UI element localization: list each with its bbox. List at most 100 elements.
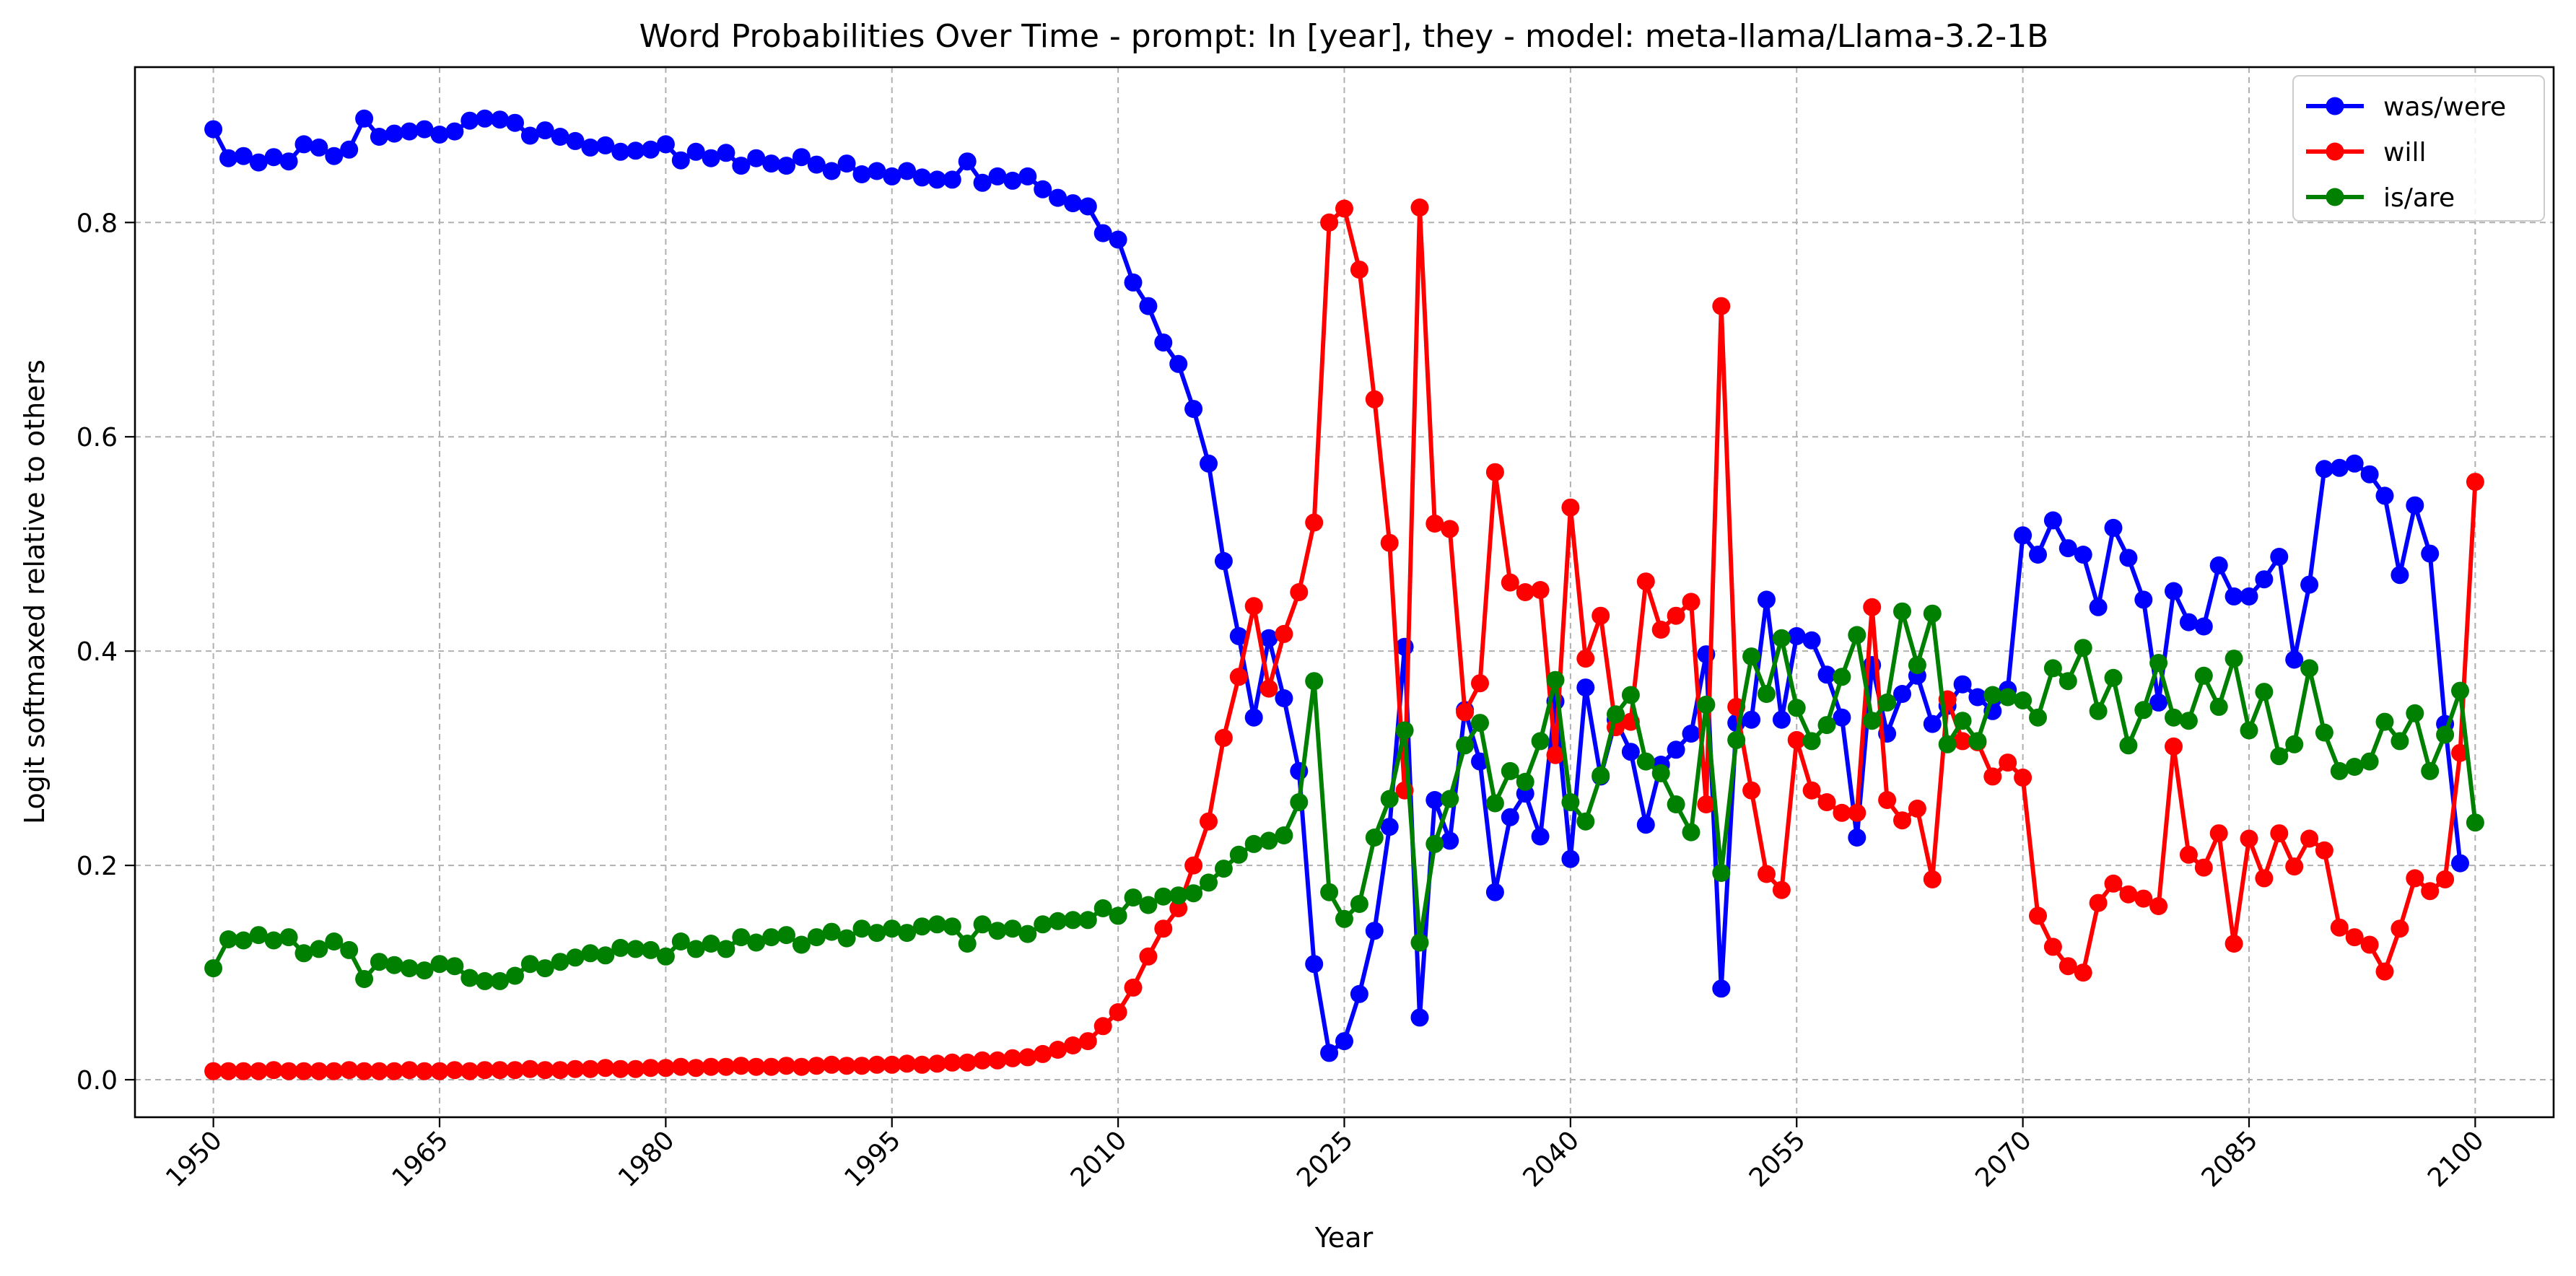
data-point <box>717 1057 735 1076</box>
data-point <box>2074 963 2092 982</box>
data-point <box>2406 704 2424 722</box>
data-point <box>415 1062 434 1080</box>
data-point <box>1893 685 1911 703</box>
data-point <box>520 955 539 974</box>
data-point <box>988 167 1007 185</box>
data-point <box>1546 670 1565 689</box>
data-point <box>1576 812 1595 831</box>
data-point <box>581 1059 600 1078</box>
data-point <box>837 154 856 173</box>
data-point <box>415 961 434 980</box>
data-point <box>1365 922 1384 940</box>
data-point <box>792 148 811 167</box>
data-point <box>1938 735 1957 753</box>
data-point <box>2406 869 2424 888</box>
data-point <box>1561 793 1580 811</box>
data-point <box>2224 587 2243 606</box>
y-tick-label: 0.8 <box>77 209 118 238</box>
data-point <box>1621 686 1640 704</box>
data-point <box>973 1051 992 1070</box>
data-point <box>325 147 344 165</box>
data-point <box>415 120 434 139</box>
data-point <box>1983 686 2002 704</box>
data-point <box>642 1059 660 1078</box>
data-point <box>1093 224 1112 242</box>
data-point <box>1154 919 1173 938</box>
data-point <box>476 109 494 128</box>
data-point <box>642 940 660 959</box>
data-point <box>1003 171 1022 190</box>
data-point <box>430 1062 449 1080</box>
data-point <box>1380 533 1399 552</box>
data-point <box>249 926 268 945</box>
data-point <box>279 928 298 947</box>
data-point <box>1833 803 1851 822</box>
data-point <box>370 953 388 971</box>
data-point <box>1425 515 1444 533</box>
data-point <box>732 928 751 947</box>
data-point <box>1953 712 1972 730</box>
y-tick-label: 0.4 <box>77 637 118 667</box>
data-point <box>1893 811 1911 830</box>
data-point <box>204 1062 223 1080</box>
data-point <box>2058 957 2077 976</box>
data-point <box>1244 834 1263 853</box>
data-point <box>1923 870 1942 888</box>
data-point <box>2240 829 2258 848</box>
data-point <box>1305 955 1324 974</box>
data-point <box>1968 688 1987 707</box>
data-point <box>943 170 961 189</box>
data-point <box>973 173 992 192</box>
data-point <box>1712 864 1731 882</box>
data-point <box>2104 668 2123 687</box>
data-point <box>2270 747 2289 766</box>
data-point <box>1335 199 1353 218</box>
data-point <box>1441 831 1459 850</box>
data-point <box>1184 856 1203 875</box>
data-point <box>2285 857 2304 876</box>
chart-title: Word Probabilities Over Time - prompt: I… <box>639 18 2049 55</box>
data-point <box>596 946 615 965</box>
data-point <box>2406 496 2424 515</box>
data-point <box>491 1061 510 1080</box>
data-point <box>1802 631 1821 650</box>
data-point <box>340 1061 359 1080</box>
data-point <box>1335 1032 1353 1051</box>
data-point <box>1742 781 1761 800</box>
data-point <box>385 124 403 143</box>
data-point <box>1259 679 1278 698</box>
data-point <box>1833 668 1851 686</box>
data-point <box>1758 865 1776 883</box>
data-point <box>491 971 510 990</box>
data-point <box>883 1055 901 1074</box>
data-point <box>913 917 931 936</box>
data-point <box>1093 899 1112 917</box>
data-point <box>1456 703 1475 722</box>
data-point <box>852 919 871 938</box>
data-point <box>2179 712 2198 730</box>
data-point <box>1214 860 1233 878</box>
data-point <box>1290 583 1309 601</box>
data-point <box>1636 572 1655 591</box>
data-point <box>1003 919 1022 938</box>
data-point <box>1320 1044 1339 1062</box>
data-point <box>1682 725 1700 743</box>
data-point <box>445 1061 464 1080</box>
data-point <box>1817 665 1836 684</box>
data-point <box>325 1062 344 1080</box>
data-point <box>2255 683 2274 702</box>
data-point <box>2391 919 2409 938</box>
data-point <box>566 131 585 150</box>
data-point <box>807 1057 826 1075</box>
data-point <box>1758 685 1776 703</box>
data-point <box>1441 520 1459 538</box>
data-point <box>671 932 690 951</box>
data-point <box>2315 841 2333 860</box>
data-point <box>927 170 946 189</box>
data-point <box>852 165 871 183</box>
data-point <box>596 1059 615 1078</box>
data-point <box>822 922 841 941</box>
data-point <box>204 959 223 978</box>
data-point <box>1576 678 1595 697</box>
data-point <box>2165 582 2183 600</box>
